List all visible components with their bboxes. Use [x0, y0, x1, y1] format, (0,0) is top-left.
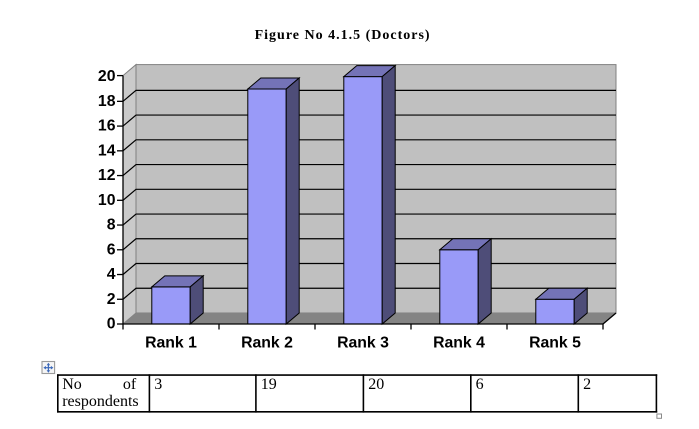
svg-text:Rank 5: Rank 5 [529, 335, 581, 352]
svg-text:respondents: respondents [62, 393, 138, 410]
svg-text:Rank 4: Rank 4 [433, 335, 485, 352]
svg-text:2: 2 [107, 291, 116, 308]
svg-text:Rank 3: Rank 3 [337, 335, 389, 352]
svg-text:0: 0 [107, 316, 116, 333]
svg-text:6: 6 [476, 376, 484, 393]
svg-text:6: 6 [107, 241, 116, 258]
svg-text:19: 19 [261, 376, 277, 393]
svg-text:20: 20 [98, 68, 116, 85]
svg-text:12: 12 [98, 167, 116, 184]
svg-text:10: 10 [98, 192, 116, 209]
svg-text:18: 18 [98, 93, 116, 110]
svg-text:Figure No 4.1.5 (Doctors): Figure No 4.1.5 (Doctors) [255, 28, 431, 43]
svg-text:Rank 1: Rank 1 [145, 335, 197, 352]
svg-text:8: 8 [107, 217, 116, 234]
svg-text:No: No [62, 376, 82, 393]
svg-text:4: 4 [107, 266, 116, 283]
svg-text:2: 2 [583, 376, 591, 393]
svg-text:Rank 2: Rank 2 [241, 335, 293, 352]
svg-text:20: 20 [368, 376, 384, 393]
svg-text:of: of [123, 376, 137, 393]
svg-text:14: 14 [98, 142, 116, 159]
svg-text:3: 3 [154, 376, 162, 393]
svg-text:16: 16 [98, 118, 116, 135]
